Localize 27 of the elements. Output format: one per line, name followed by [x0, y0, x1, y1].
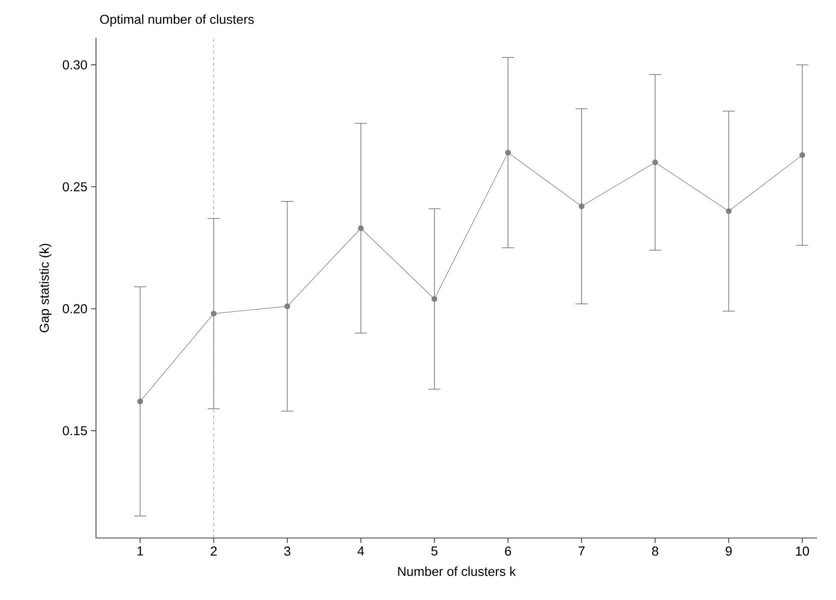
- point: [505, 150, 511, 156]
- y-tick-label: 0.25: [62, 182, 87, 192]
- x-tick-label: 7: [578, 546, 585, 556]
- x-tick-label: 3: [284, 546, 290, 556]
- y-axis-title: Gap statistic (k): [39, 244, 52, 332]
- y-tick-label: 0.20: [62, 304, 87, 314]
- point: [578, 203, 584, 210]
- y-tick-label: 0.15: [62, 426, 87, 436]
- y-tick-label: 0.30: [62, 60, 87, 70]
- point: [726, 208, 732, 214]
- point: [210, 310, 217, 317]
- x-tick-label: 10: [796, 546, 809, 556]
- x-tick-label: 8: [652, 546, 658, 556]
- point: [358, 225, 364, 232]
- x-tick-label: 1: [138, 546, 144, 556]
- x-tick-label: 9: [726, 546, 732, 556]
- x-tick-label: 5: [431, 546, 438, 556]
- point: [652, 159, 658, 166]
- x-axis-title: Number of clusters k: [398, 566, 516, 576]
- x-tick-label: 2: [210, 546, 217, 556]
- x-tick-label: 6: [505, 546, 512, 556]
- point: [137, 398, 144, 404]
- point: [799, 152, 806, 158]
- x-tick-label: 4: [358, 546, 364, 556]
- point: [432, 296, 438, 302]
- point: [284, 303, 290, 310]
- chart-title: Optimal number of clusters: [100, 14, 254, 26]
